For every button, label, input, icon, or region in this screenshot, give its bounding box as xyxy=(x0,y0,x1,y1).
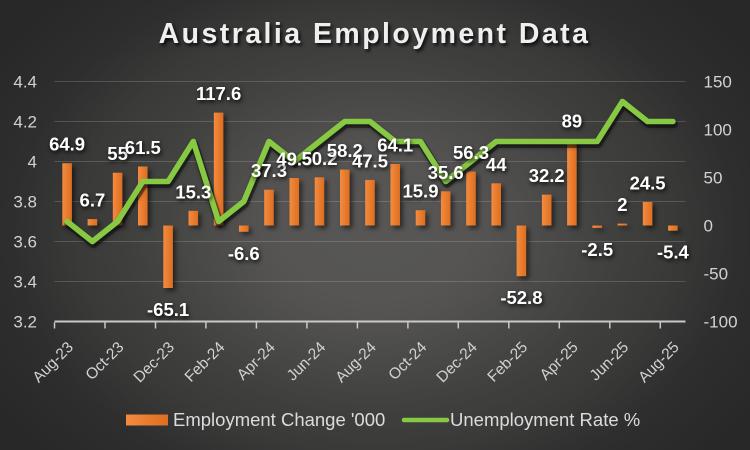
svg-text:50: 50 xyxy=(704,169,723,188)
svg-text:3.6: 3.6 xyxy=(13,233,37,252)
svg-text:61.5: 61.5 xyxy=(125,137,161,158)
svg-text:6.7: 6.7 xyxy=(80,190,106,211)
svg-text:Apr-25: Apr-25 xyxy=(537,339,582,384)
svg-text:Apr-24: Apr-24 xyxy=(234,339,279,384)
svg-text:Oct-23: Oct-23 xyxy=(83,339,128,384)
svg-text:58.2: 58.2 xyxy=(327,140,363,161)
svg-text:Aug-23: Aug-23 xyxy=(30,339,77,386)
svg-text:-100: -100 xyxy=(704,313,738,332)
svg-text:-5.4: -5.4 xyxy=(657,242,690,263)
svg-text:56.3: 56.3 xyxy=(453,142,489,163)
svg-text:3.4: 3.4 xyxy=(13,273,37,292)
svg-text:2: 2 xyxy=(617,194,627,215)
svg-text:50.2: 50.2 xyxy=(301,148,337,169)
svg-text:0: 0 xyxy=(704,217,713,236)
svg-text:Unemployment Rate %: Unemployment Rate % xyxy=(450,409,640,430)
svg-text:3.2: 3.2 xyxy=(13,313,37,332)
svg-text:-6.6: -6.6 xyxy=(228,243,260,264)
svg-text:44: 44 xyxy=(486,154,507,175)
svg-text:-50: -50 xyxy=(704,265,729,284)
svg-text:-52.8: -52.8 xyxy=(500,287,542,308)
svg-text:24.5: 24.5 xyxy=(630,173,666,194)
svg-text:100: 100 xyxy=(704,121,732,140)
svg-text:64.9: 64.9 xyxy=(49,134,85,155)
svg-text:55: 55 xyxy=(107,143,128,164)
svg-text:Dec-23: Dec-23 xyxy=(131,339,178,386)
svg-text:47.5: 47.5 xyxy=(352,150,388,171)
svg-text:150: 150 xyxy=(704,73,732,92)
svg-text:-65.1: -65.1 xyxy=(147,299,189,320)
svg-text:89: 89 xyxy=(562,111,583,132)
svg-text:15.9: 15.9 xyxy=(402,181,438,202)
svg-text:Aug-24: Aug-24 xyxy=(332,339,380,387)
svg-text:37.3: 37.3 xyxy=(251,160,287,181)
svg-text:Oct-24: Oct-24 xyxy=(385,339,430,384)
svg-text:3.8: 3.8 xyxy=(13,193,37,212)
svg-text:49.5: 49.5 xyxy=(276,149,312,170)
svg-text:Jun-24: Jun-24 xyxy=(284,339,330,385)
svg-text:Aug-25: Aug-25 xyxy=(635,339,682,386)
svg-text:4.4: 4.4 xyxy=(13,73,37,92)
svg-text:35.6: 35.6 xyxy=(428,162,464,183)
svg-text:15.3: 15.3 xyxy=(175,181,211,202)
svg-text:64.1: 64.1 xyxy=(377,135,413,156)
svg-text:Jun-25: Jun-25 xyxy=(587,339,633,385)
svg-text:32.2: 32.2 xyxy=(529,165,565,186)
svg-text:117.6: 117.6 xyxy=(196,83,241,104)
svg-text:Employment Change '000: Employment Change '000 xyxy=(173,409,385,430)
svg-text:Feb-25: Feb-25 xyxy=(484,339,531,386)
svg-text:4.2: 4.2 xyxy=(13,113,37,132)
svg-text:-2.5: -2.5 xyxy=(581,239,613,260)
svg-text:Feb-24: Feb-24 xyxy=(182,339,229,386)
svg-text:Dec-24: Dec-24 xyxy=(433,339,481,387)
svg-text:4: 4 xyxy=(28,153,37,172)
